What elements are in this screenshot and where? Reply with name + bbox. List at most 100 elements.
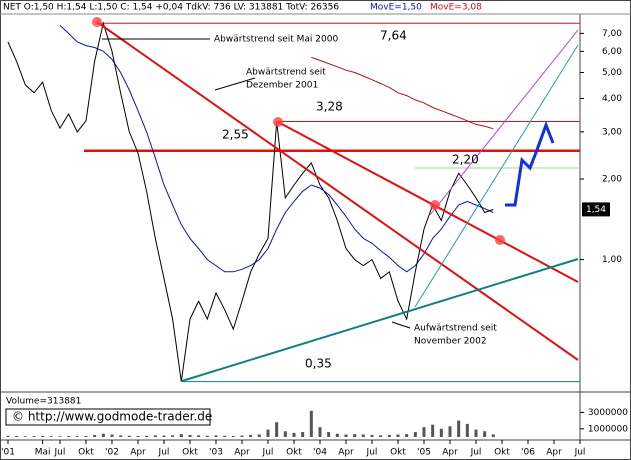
volume-bar bbox=[370, 434, 374, 437]
volume-bar bbox=[171, 435, 175, 437]
volume-bar bbox=[119, 435, 123, 437]
volume-bar bbox=[266, 429, 270, 437]
channel-line bbox=[414, 44, 579, 308]
volume-bar bbox=[67, 436, 71, 437]
trend-lines bbox=[92, 17, 579, 382]
volume-bar bbox=[101, 433, 105, 437]
channel-line bbox=[429, 29, 579, 216]
volume-bar bbox=[145, 435, 149, 437]
volume-bar bbox=[292, 432, 296, 437]
annotation: Aufwärtstrend seit bbox=[414, 324, 497, 334]
x-tick-label: '05 bbox=[417, 448, 431, 458]
y-tick-label: 1,00 bbox=[602, 255, 622, 265]
projection-arrow bbox=[505, 120, 555, 207]
volume-bar bbox=[6, 435, 10, 437]
level-label: 3,28 bbox=[316, 100, 343, 114]
volume-bar bbox=[223, 435, 227, 437]
trend-line bbox=[96, 21, 579, 361]
level-label: 7,64 bbox=[380, 29, 407, 43]
pivot-dot bbox=[495, 235, 505, 245]
x-tick-label: '06 bbox=[521, 448, 535, 458]
x-tick-label: '04 bbox=[313, 448, 327, 458]
volume-bar bbox=[465, 423, 469, 437]
volume-bar bbox=[335, 433, 339, 437]
x-tick-label: Okt bbox=[182, 448, 198, 458]
volume-bar bbox=[474, 429, 478, 437]
volume-bar bbox=[275, 422, 279, 437]
y-tick-label: 5,00 bbox=[602, 68, 622, 78]
volume-bar bbox=[344, 434, 348, 437]
volume-bar bbox=[41, 435, 45, 437]
last-price-box bbox=[582, 202, 610, 217]
volume-bar bbox=[231, 436, 235, 437]
volume-bar bbox=[110, 434, 114, 437]
volume-bar bbox=[431, 424, 435, 437]
level-label: 2,55 bbox=[222, 128, 249, 142]
volume-bar bbox=[301, 432, 305, 437]
volume-bar bbox=[15, 436, 19, 437]
x-tick-label: Apr bbox=[338, 448, 354, 458]
watermark-box bbox=[5, 408, 211, 426]
pivot-dot bbox=[430, 200, 440, 210]
volume-bar bbox=[153, 435, 157, 437]
legend-entry: MovE=1,50 bbox=[370, 3, 422, 13]
volume-bar bbox=[448, 426, 452, 437]
x-tick-label: Jul bbox=[574, 448, 586, 458]
pivot-dot bbox=[273, 117, 283, 127]
volume-bar bbox=[197, 435, 201, 437]
volume-bar bbox=[257, 434, 261, 437]
trend-line bbox=[277, 121, 579, 283]
volume-bar bbox=[439, 428, 443, 437]
volume-bar bbox=[49, 436, 53, 437]
volume-bar bbox=[483, 431, 487, 437]
pivot-dot bbox=[92, 17, 102, 27]
y-tick-label: 3000000 bbox=[588, 408, 628, 418]
volume-bar bbox=[413, 432, 417, 437]
volume-bar bbox=[205, 435, 209, 437]
x-tick-label: Okt bbox=[286, 448, 302, 458]
volume-bar bbox=[361, 434, 365, 437]
volume-bar bbox=[379, 435, 383, 437]
x-tick-label: Apr bbox=[546, 448, 562, 458]
volume-bar bbox=[387, 434, 391, 437]
y-tick-label: 1000000 bbox=[588, 424, 628, 434]
volume-bar bbox=[405, 434, 409, 437]
volume-bar bbox=[214, 435, 218, 437]
volume-bar bbox=[23, 436, 27, 437]
x-tick-label: Apr bbox=[234, 448, 250, 458]
volume-bar bbox=[457, 420, 461, 437]
last-price-label: 1,54 bbox=[586, 205, 606, 215]
volume-bar bbox=[309, 410, 313, 437]
annotation-arrow bbox=[391, 321, 411, 329]
annotation: Abwärtstrend seit bbox=[246, 68, 326, 78]
y-tick-label: 6,00 bbox=[602, 47, 622, 57]
volume-bar bbox=[283, 431, 287, 437]
x-tick-label: '01 bbox=[1, 448, 15, 458]
legend-entry: MovE=3,08 bbox=[430, 3, 482, 13]
volume-bar bbox=[162, 435, 166, 437]
volume-bar bbox=[188, 434, 192, 437]
annotation: Dezember 2001 bbox=[246, 81, 318, 91]
annotation: Abwärtstrend seit Mai 2000 bbox=[214, 35, 338, 45]
y-tick-label: 3,00 bbox=[602, 127, 622, 137]
level-label: 2,20 bbox=[452, 153, 479, 167]
volume-bar bbox=[136, 436, 140, 437]
x-tick-label: Okt bbox=[78, 448, 94, 458]
x-tick-label: Jul bbox=[262, 448, 274, 458]
x-tick-label: Jul bbox=[366, 448, 378, 458]
x-tick-label: Jul bbox=[470, 448, 482, 458]
volume-bar bbox=[93, 434, 97, 437]
volume-bar bbox=[240, 435, 244, 437]
volume-bar bbox=[58, 436, 62, 437]
watermark: © http://www.godmode-trader.de bbox=[12, 410, 212, 424]
y-tick-label: 4,00 bbox=[602, 94, 622, 104]
y-tick-label: 7,00 bbox=[602, 29, 622, 39]
x-tick-label: Okt bbox=[390, 448, 406, 458]
moving-average bbox=[59, 25, 494, 273]
volume-title: Volume=313881 bbox=[6, 397, 81, 407]
annotation-arrow bbox=[214, 77, 256, 91]
trend-line bbox=[181, 258, 579, 382]
data-layer bbox=[6, 21, 580, 437]
volume-bar bbox=[249, 434, 253, 437]
